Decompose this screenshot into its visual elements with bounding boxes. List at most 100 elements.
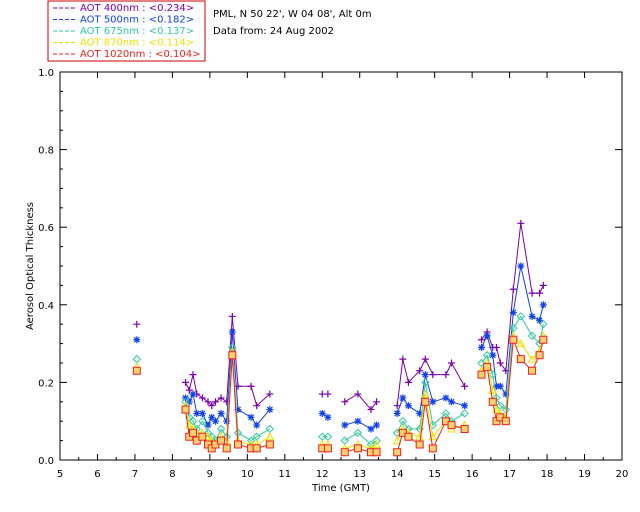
data-point	[223, 417, 231, 425]
data-point	[193, 409, 201, 417]
data-point	[416, 409, 424, 417]
data-point	[133, 336, 141, 344]
data-point	[181, 397, 190, 407]
data-point	[189, 428, 198, 437]
data-point	[461, 382, 469, 390]
data-point	[496, 382, 504, 390]
data-point	[228, 351, 237, 360]
data-point	[536, 316, 544, 324]
data-point	[516, 312, 526, 321]
data-point	[404, 402, 412, 410]
data-point	[539, 301, 547, 309]
data-point	[367, 406, 375, 414]
data-point	[429, 398, 437, 406]
data-point	[132, 366, 141, 375]
y-tick-label: 0.0	[38, 456, 54, 467]
x-tick-label: 10	[241, 469, 254, 480]
data-point	[211, 417, 219, 425]
y-tick-label: 0.8	[38, 146, 54, 157]
data-point	[528, 289, 536, 297]
data-point	[528, 312, 536, 320]
data-point	[367, 425, 375, 433]
x-tick-label: 5	[57, 469, 63, 480]
data-point	[253, 402, 261, 410]
data-point	[509, 285, 517, 293]
data-point	[189, 371, 197, 379]
y-axis-title: Aerosol Optical Thickness	[25, 202, 36, 330]
data-point	[492, 382, 500, 390]
legend-entry: AOT 870nm : <0.114>	[80, 38, 194, 49]
data-point	[460, 409, 469, 418]
data-point	[372, 439, 381, 448]
data-point	[228, 328, 236, 336]
axes: 5 6 7 8 9 10 11 12 13 14 15 16 17 18 19 20 0.0 0.2 0.4 0.6 0…	[38, 68, 628, 480]
x-tick-label: 11	[278, 469, 291, 480]
x-tick-label: 17	[503, 469, 516, 480]
data-point	[478, 343, 485, 351]
data-point	[421, 355, 429, 363]
data-point	[488, 370, 497, 379]
data-point	[421, 371, 429, 379]
data-point	[527, 331, 537, 341]
data-point	[502, 390, 510, 398]
data-point	[234, 406, 242, 414]
data-point	[448, 398, 456, 406]
data-point	[265, 440, 274, 449]
legend-entry: AOT 500nm : <0.182>	[80, 15, 194, 26]
data-point	[393, 409, 401, 417]
data-point	[421, 378, 430, 387]
series-line	[185, 316, 271, 407]
data-point	[228, 343, 237, 352]
series-2	[133, 262, 547, 433]
data-point	[233, 440, 242, 449]
data-point	[341, 398, 349, 406]
data-point	[318, 409, 326, 417]
data-point	[341, 421, 349, 429]
data-point	[483, 362, 492, 371]
x-tick-label: 9	[207, 469, 213, 480]
series-1	[133, 219, 547, 414]
data-point	[489, 351, 497, 359]
data-point	[492, 343, 500, 351]
data-point	[509, 309, 517, 317]
legend: AOT 400nm : <0.234>AOT 500nm : <0.182>AO…	[47, 0, 206, 62]
data-point	[217, 394, 225, 402]
y-tick-label: 0.2	[38, 378, 54, 389]
data-point	[516, 339, 526, 348]
data-point	[217, 409, 225, 417]
data-point	[181, 405, 190, 414]
data-point	[234, 382, 242, 390]
data-point	[198, 394, 206, 402]
data-point	[372, 436, 381, 445]
data-point	[447, 421, 456, 430]
data-point	[324, 390, 332, 398]
data-point	[501, 417, 510, 426]
data-point	[477, 370, 486, 379]
x-tick-label: 6	[94, 469, 100, 480]
y-tick-label: 0.6	[38, 223, 54, 234]
data-point	[373, 421, 381, 429]
data-point	[208, 413, 216, 421]
data-point	[132, 354, 142, 364]
data-point	[448, 359, 456, 367]
y-tick-label: 1.0	[38, 68, 54, 79]
data-point	[488, 397, 497, 406]
data-point	[442, 394, 450, 402]
data-point	[392, 436, 402, 445]
data-point	[353, 444, 362, 453]
data-point	[535, 351, 544, 360]
data-point	[415, 432, 425, 441]
x-tick-label: 14	[391, 469, 404, 480]
data-point	[420, 389, 430, 398]
x-tick-label: 19	[578, 469, 591, 480]
data-point	[266, 406, 274, 414]
data-point	[429, 371, 437, 379]
data-point	[185, 386, 193, 394]
data-point	[323, 444, 332, 453]
data-point	[354, 417, 362, 425]
data-point	[483, 332, 491, 340]
data-point	[416, 367, 424, 375]
data-point	[354, 390, 362, 398]
data-point	[217, 436, 226, 445]
